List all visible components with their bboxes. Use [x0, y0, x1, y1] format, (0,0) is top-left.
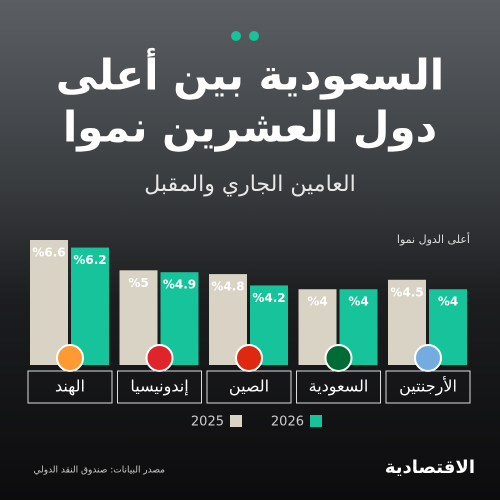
flag — [414, 344, 442, 372]
legend-swatch — [230, 415, 242, 427]
category-label: السعودية — [309, 377, 369, 397]
value-label: %4 — [348, 295, 368, 309]
source: مصدر البيانات: صندوق النقد الدولي — [33, 466, 165, 476]
value-label: %6.6 — [32, 246, 65, 260]
value-label: %4.9 — [163, 278, 196, 292]
legend-label: 2025 — [191, 415, 224, 430]
category-box — [117, 370, 202, 404]
value-label: %4.8 — [211, 280, 244, 294]
value-label: %4.2 — [252, 291, 285, 305]
dot — [249, 31, 259, 41]
bar — [71, 247, 109, 365]
value-label: %4.5 — [390, 285, 423, 299]
title-line: السعودية بين أعلى — [56, 48, 444, 101]
title-line: دول العشرين نموا — [63, 103, 437, 153]
value-label: %5 — [128, 276, 148, 290]
category-label: إندونيسيا — [130, 377, 188, 397]
subtitle: العامين الجاري والمقبل — [144, 172, 355, 197]
legend-swatch — [310, 415, 322, 427]
logo: الاقتصادية — [385, 457, 475, 478]
flag — [145, 344, 174, 372]
category-label: الأرجنتين — [399, 376, 457, 397]
flag — [324, 344, 353, 372]
category-box — [27, 370, 113, 404]
legend-label: 2026 — [271, 415, 304, 430]
bar — [30, 240, 68, 365]
value-label: %4 — [307, 295, 327, 309]
category-box — [385, 370, 471, 404]
annotation: أعلى الدول نموا — [397, 232, 470, 246]
category-box — [206, 370, 292, 404]
flag — [235, 344, 263, 372]
category-box — [296, 370, 381, 404]
category-label: الهند — [55, 377, 85, 397]
flag — [56, 344, 84, 372]
dot — [231, 31, 241, 41]
value-label: %4 — [438, 295, 458, 309]
category-label: الصين — [229, 377, 269, 397]
value-label: %6.2 — [73, 253, 106, 267]
